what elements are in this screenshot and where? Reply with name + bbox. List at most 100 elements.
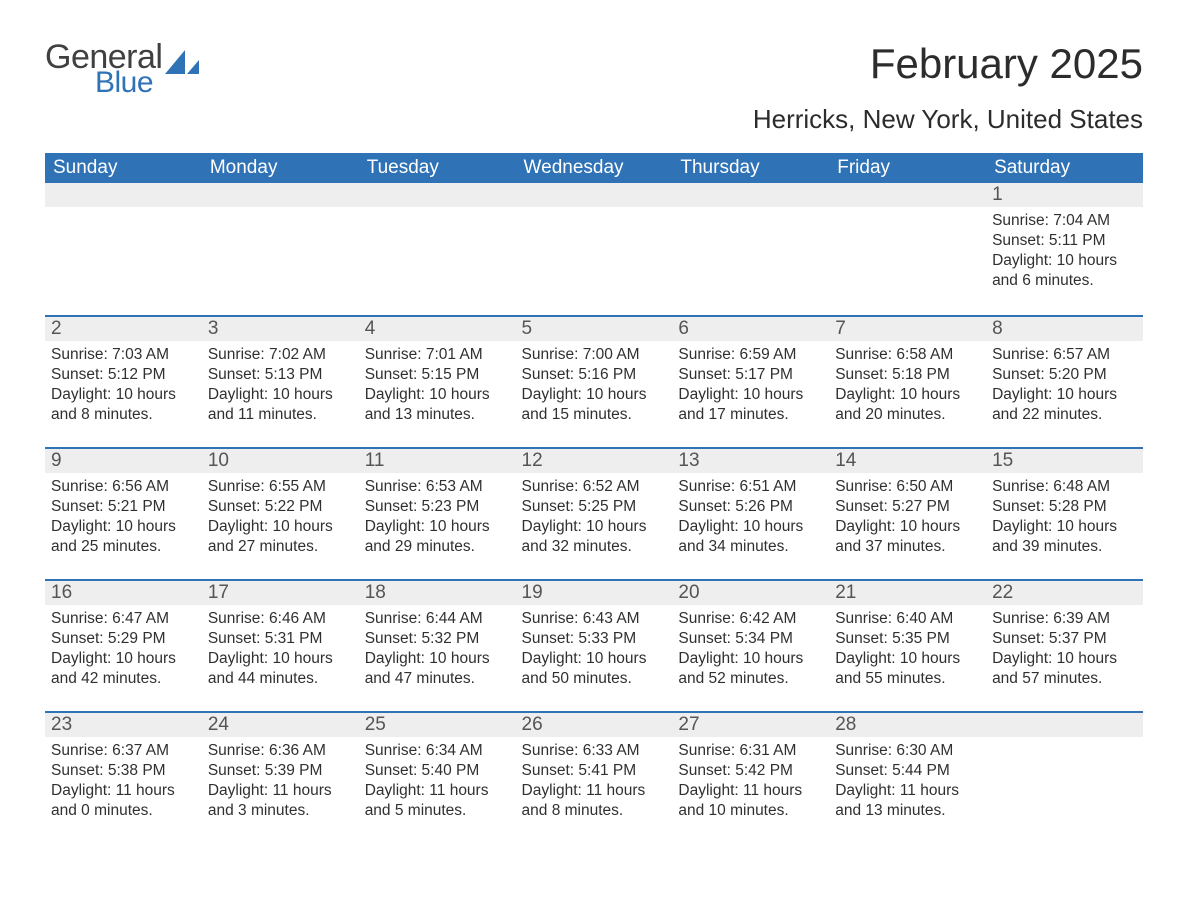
- calendar-day-cell: 26Sunrise: 6:33 AMSunset: 5:41 PMDayligh…: [516, 711, 673, 843]
- sunset-line: Sunset: 5:41 PM: [522, 762, 637, 779]
- calendar-day-cell: 1Sunrise: 7:04 AMSunset: 5:11 PMDaylight…: [986, 183, 1143, 315]
- day-data: Sunrise: 6:58 AMSunset: 5:18 PMDaylight:…: [829, 341, 986, 436]
- sunrise-line: Sunrise: 6:58 AM: [835, 346, 953, 363]
- sunrise-line: Sunrise: 6:44 AM: [365, 610, 483, 627]
- sunset-line: Sunset: 5:11 PM: [992, 232, 1105, 249]
- day-data: Sunrise: 7:00 AMSunset: 5:16 PMDaylight:…: [516, 341, 673, 436]
- logo-text-blue: Blue: [95, 68, 199, 98]
- day-number: 24: [202, 711, 359, 737]
- sunrise-line: Sunrise: 6:51 AM: [678, 478, 796, 495]
- day-number: [986, 711, 1143, 737]
- sunset-line: Sunset: 5:42 PM: [678, 762, 793, 779]
- day-data: Sunrise: 6:44 AMSunset: 5:32 PMDaylight:…: [359, 605, 516, 700]
- day-number: 28: [829, 711, 986, 737]
- calendar-day-cell: 2Sunrise: 7:03 AMSunset: 5:12 PMDaylight…: [45, 315, 202, 447]
- day-number: 3: [202, 315, 359, 341]
- sunset-line: Sunset: 5:33 PM: [522, 630, 637, 647]
- daylight-line: Daylight: 10 hours and 34 minutes.: [678, 518, 803, 555]
- day-number: 7: [829, 315, 986, 341]
- calendar-empty-cell: [672, 183, 829, 315]
- sunrise-line: Sunrise: 6:53 AM: [365, 478, 483, 495]
- calendar-day-cell: 24Sunrise: 6:36 AMSunset: 5:39 PMDayligh…: [202, 711, 359, 843]
- daylight-line: Daylight: 11 hours and 10 minutes.: [678, 782, 802, 819]
- calendar-day-cell: 22Sunrise: 6:39 AMSunset: 5:37 PMDayligh…: [986, 579, 1143, 711]
- sunrise-line: Sunrise: 6:31 AM: [678, 742, 796, 759]
- daylight-line: Daylight: 10 hours and 42 minutes.: [51, 650, 176, 687]
- calendar-day-cell: 21Sunrise: 6:40 AMSunset: 5:35 PMDayligh…: [829, 579, 986, 711]
- sunrise-line: Sunrise: 6:43 AM: [522, 610, 640, 627]
- day-data: Sunrise: 6:31 AM Sunset: 5:42 PM Daylight:…: [672, 737, 829, 832]
- calendar-empty-cell: [359, 183, 516, 315]
- day-data: Sunrise: 6:47 AMSunset: 5:29 PMDaylight:…: [45, 605, 202, 700]
- day-data: Sunrise: 6:33 AM Sunset: 5:41 PM Daylight:…: [516, 737, 673, 832]
- weekday-header: Friday: [829, 153, 986, 183]
- daylight-line: Daylight: 10 hours and 17 minutes.: [678, 386, 803, 423]
- day-number: 20: [672, 579, 829, 605]
- sunset-line: Sunset: 5:31 PM: [208, 630, 323, 647]
- sunset-line: Sunset: 5:21 PM: [51, 498, 166, 515]
- sunrise-line: Sunrise: 6:48 AM: [992, 478, 1110, 495]
- calendar-empty-cell: [986, 711, 1143, 843]
- sunrise-line: Sunrise: 6:34 AM: [365, 742, 483, 759]
- sunset-line: Sunset: 5:12 PM: [51, 366, 166, 383]
- day-data: Sunrise: 7:03 AMSunset: 5:12 PMDaylight:…: [45, 341, 202, 436]
- sunrise-line: Sunrise: 6:40 AM: [835, 610, 953, 627]
- day-data: Sunrise: 6:30 AMSunset: 5:44 PMDaylight:…: [829, 737, 986, 832]
- calendar-empty-cell: [45, 183, 202, 315]
- weekday-header: Sunday: [45, 153, 202, 183]
- day-number: 17: [202, 579, 359, 605]
- day-number: [672, 183, 829, 207]
- calendar-empty-cell: [829, 183, 986, 315]
- daylight-line: Daylight: 10 hours and 32 minutes.: [522, 518, 647, 555]
- calendar-day-cell: 10Sunrise: 6:55 AMSunset: 5:22 PMDayligh…: [202, 447, 359, 579]
- sunset-line: Sunset: 5:29 PM: [51, 630, 166, 647]
- sunset-line: Sunset: 5:22 PM: [208, 498, 323, 515]
- sunrise-line: Sunrise: 6:33 AM: [522, 742, 640, 759]
- sunrise-line: Sunrise: 6:42 AM: [678, 610, 796, 627]
- sunset-line: Sunset: 5:16 PM: [522, 366, 637, 383]
- day-number: 5: [516, 315, 673, 341]
- day-number: 19: [516, 579, 673, 605]
- calendar-day-cell: 19 Sunrise: 6:43 AM Sunset: 5:33 PM Dayligh…: [516, 579, 673, 711]
- day-data: Sunrise: 6:53 AMSunset: 5:23 PMDaylight:…: [359, 473, 516, 568]
- day-number: 13: [672, 447, 829, 473]
- day-number: 2: [45, 315, 202, 341]
- daylight-line: Daylight: 10 hours and 50 minutes.: [522, 650, 647, 687]
- day-number: [202, 183, 359, 207]
- day-number: 11: [359, 447, 516, 473]
- sunrise-line: Sunrise: 6:57 AM: [992, 346, 1110, 363]
- calendar-day-cell: 20Sunrise: 6:42 AMSunset: 5:34 PMDayligh…: [672, 579, 829, 711]
- day-number: 23: [45, 711, 202, 737]
- daylight-line: Daylight: 10 hours and 39 minutes.: [992, 518, 1117, 555]
- day-number: [359, 183, 516, 207]
- sunset-line: Sunset: 5:38 PM: [51, 762, 166, 779]
- day-data: Sunrise: 6:52 AMSunset: 5:25 PMDaylight:…: [516, 473, 673, 568]
- location-subtitle: Herricks, New York, United States: [45, 104, 1143, 135]
- sunrise-line: Sunrise: 6:59 AM: [678, 346, 796, 363]
- daylight-line: Daylight: 11 hours and 5 minutes.: [365, 782, 489, 819]
- calendar-table: SundayMondayTuesdayWednesdayThursdayFrid…: [45, 153, 1143, 843]
- day-number: 18: [359, 579, 516, 605]
- calendar-day-cell: 11Sunrise: 6:53 AMSunset: 5:23 PMDayligh…: [359, 447, 516, 579]
- day-number: 21: [829, 579, 986, 605]
- calendar-week-row: 1Sunrise: 7:04 AMSunset: 5:11 PMDaylight…: [45, 183, 1143, 315]
- calendar-day-cell: 25Sunrise: 6:34 AMSunset: 5:40 PMDayligh…: [359, 711, 516, 843]
- daylight-line: Daylight: 10 hours and 11 minutes.: [208, 386, 333, 423]
- daylight-line: Daylight: 10 hours and 55 minutes.: [835, 650, 960, 687]
- day-data: Sunrise: 6:42 AMSunset: 5:34 PMDaylight:…: [672, 605, 829, 700]
- sunset-line: Sunset: 5:18 PM: [835, 366, 950, 383]
- calendar-day-cell: 6Sunrise: 6:59 AMSunset: 5:17 PMDaylight…: [672, 315, 829, 447]
- daylight-line: Daylight: 10 hours and 57 minutes.: [992, 650, 1117, 687]
- daylight-line: Daylight: 11 hours and 3 minutes.: [208, 782, 332, 819]
- sunrise-line: Sunrise: 6:39 AM: [992, 610, 1110, 627]
- sunrise-line: Sunrise: 6:50 AM: [835, 478, 953, 495]
- daylight-line: Daylight: 11 hours and 8 minutes.: [522, 782, 646, 819]
- sunrise-line: Sunrise: 6:37 AM: [51, 742, 169, 759]
- weekday-header: Wednesday: [516, 153, 673, 183]
- daylight-line: Daylight: 10 hours and 27 minutes.: [208, 518, 333, 555]
- daylight-line: Daylight: 10 hours and 6 minutes.: [992, 252, 1117, 289]
- daylight-line: Daylight: 10 hours and 52 minutes.: [678, 650, 803, 687]
- calendar-day-cell: 12Sunrise: 6:52 AMSunset: 5:25 PMDayligh…: [516, 447, 673, 579]
- day-number: 25: [359, 711, 516, 737]
- sunrise-line: Sunrise: 6:46 AM: [208, 610, 326, 627]
